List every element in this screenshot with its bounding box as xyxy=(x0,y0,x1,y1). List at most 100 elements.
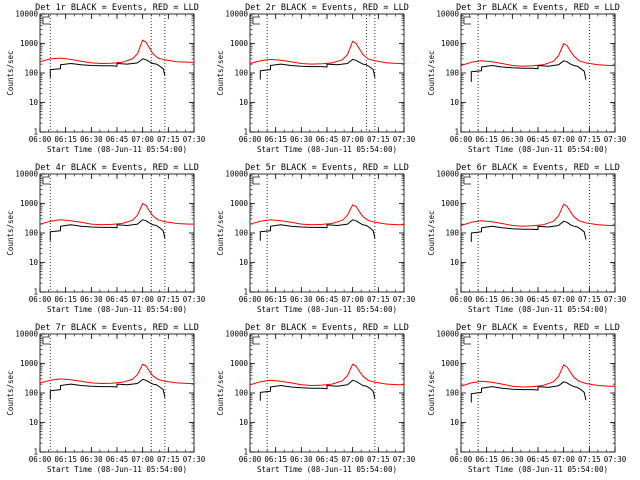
x-tick-label: 06:30 xyxy=(80,135,103,144)
y-tick-label: 100 xyxy=(234,229,248,238)
x-tick-label: 07:15 xyxy=(157,135,180,144)
chart-panel-4: Det 4r BLACK = Events, RED = LLD 1 10 100 10… xyxy=(6,163,206,314)
y-tick-label: 10000 xyxy=(436,170,459,179)
y-tick-label: 1 xyxy=(33,288,38,297)
x-tick-label: 07:30 xyxy=(183,135,206,144)
y-tick-label: 10 xyxy=(239,418,249,427)
x-tick-label: 06:45 xyxy=(316,135,339,144)
y-tick-label: 100 xyxy=(445,229,459,238)
chart-title: Det 2r BLACK = Events, RED = LLD xyxy=(245,3,409,13)
x-tick-label: 06:15 xyxy=(264,295,287,304)
x-tick-label: 07:00 xyxy=(131,135,154,144)
events-series-line xyxy=(49,219,166,241)
x-tick-label: 06:45 xyxy=(316,455,339,464)
x-tick-label: 06:30 xyxy=(80,455,103,464)
x-tick-label: 07:15 xyxy=(367,135,390,144)
x-tick-label: 07:00 xyxy=(341,295,364,304)
chart-title: Det 4r BLACK = Events, RED = LLD xyxy=(35,163,199,173)
y-axis-label: Counts/sec xyxy=(6,370,15,415)
chart-title: Det 6r BLACK = Events, RED = LLD xyxy=(456,163,620,173)
x-tick-label: 07:30 xyxy=(604,135,627,144)
y-tick-label: 1000 xyxy=(230,39,249,48)
chart-panel-9: Det 9r BLACK = Events, RED = LLD 1 10 100 10… xyxy=(427,323,627,474)
x-tick-label: 07:30 xyxy=(393,135,416,144)
y-tick-label: 10000 xyxy=(15,330,38,339)
x-tick-label: 06:45 xyxy=(527,295,550,304)
x-tick-label: 06:00 xyxy=(29,135,52,144)
x-tick-label: 06:15 xyxy=(54,455,77,464)
x-tick-label: 07:15 xyxy=(157,455,180,464)
x-tick-label: 06:30 xyxy=(501,295,524,304)
x-tick-label: 06:45 xyxy=(106,295,129,304)
x-tick-label: 07:30 xyxy=(183,455,206,464)
x-tick-label: 07:00 xyxy=(552,295,575,304)
chart-title: Det 1r BLACK = Events, RED = LLD xyxy=(35,3,199,13)
x-tick-label: 06:30 xyxy=(290,455,313,464)
plot-frame xyxy=(39,173,195,293)
y-tick-label: 100 xyxy=(24,69,38,78)
lld-series-line xyxy=(39,203,194,226)
x-tick-label: 07:30 xyxy=(393,295,416,304)
y-tick-label: 10000 xyxy=(225,170,248,179)
plot-frame xyxy=(249,333,405,453)
x-axis-label: Start Time (08-Jun-11 05:54:00) xyxy=(47,145,187,154)
x-tick-label: 07:00 xyxy=(341,455,364,464)
x-tick-label: 06:30 xyxy=(290,295,313,304)
lld-series-line xyxy=(249,40,404,65)
x-tick-label: 06:15 xyxy=(475,455,498,464)
x-axis-label: Start Time (08-Jun-11 05:54:00) xyxy=(257,145,397,154)
x-tick-label: 06:00 xyxy=(29,295,52,304)
x-tick-label: 06:15 xyxy=(54,135,77,144)
x-tick-label: 07:30 xyxy=(393,455,416,464)
x-tick-label: 06:00 xyxy=(239,135,262,144)
y-tick-label: 1000 xyxy=(230,359,249,368)
y-tick-label: 1 xyxy=(33,448,38,457)
y-tick-label: 1000 xyxy=(441,39,460,48)
y-tick-label: 100 xyxy=(234,389,248,398)
y-tick-label: 10 xyxy=(450,98,460,107)
y-tick-label: 100 xyxy=(445,69,459,78)
y-tick-label: 100 xyxy=(234,69,248,78)
plot-frame xyxy=(39,13,195,133)
events-series-line xyxy=(49,378,166,400)
y-axis-label: Counts/sec xyxy=(216,50,225,95)
y-tick-label: 1 xyxy=(243,128,248,137)
chart-title: Det 9r BLACK = Events, RED = LLD xyxy=(456,323,620,333)
x-tick-label: 06:00 xyxy=(29,455,52,464)
y-tick-label: 100 xyxy=(445,389,459,398)
x-tick-label: 06:00 xyxy=(450,295,473,304)
chart-panel-8: Det 8r BLACK = Events, RED = LLD 1 10 100 10… xyxy=(216,323,416,474)
y-tick-label: 10 xyxy=(239,98,249,107)
lld-series-line xyxy=(460,203,615,227)
x-tick-label: 07:15 xyxy=(367,295,390,304)
y-tick-label: 10000 xyxy=(436,330,459,339)
events-series-line xyxy=(259,219,376,241)
chart-panel-6: Det 6r BLACK = Events, RED = LLD 1 10 100 10… xyxy=(427,163,627,314)
y-tick-label: 1000 xyxy=(441,359,460,368)
events-series-line xyxy=(470,381,587,403)
x-tick-label: 07:30 xyxy=(604,455,627,464)
x-axis-label: Start Time (08-Jun-11 05:54:00) xyxy=(468,305,608,314)
x-tick-label: 06:15 xyxy=(264,135,287,144)
y-tick-label: 1 xyxy=(454,128,459,137)
y-axis-label: Counts/sec xyxy=(427,50,436,95)
events-series-line xyxy=(259,58,376,80)
plot-frame xyxy=(460,333,616,453)
events-series-line xyxy=(49,58,166,78)
chart-panel-1: Det 1r BLACK = Events, RED = LLD 1 10 100 10… xyxy=(6,3,206,154)
x-tick-label: 06:45 xyxy=(316,295,339,304)
x-axis-label: Start Time (08-Jun-11 05:54:00) xyxy=(257,465,397,474)
x-axis-label: Start Time (08-Jun-11 05:54:00) xyxy=(257,305,397,314)
chart-title: Det 5r BLACK = Events, RED = LLD xyxy=(245,163,409,173)
lld-series-line xyxy=(39,363,194,384)
x-tick-label: 06:00 xyxy=(239,455,262,464)
x-tick-label: 06:15 xyxy=(475,135,498,144)
plot-frame xyxy=(249,173,405,293)
x-tick-label: 07:00 xyxy=(552,455,575,464)
chart-panel-3: Det 3r BLACK = Events, RED = LLD 1 10 100 10… xyxy=(427,3,627,154)
x-axis-label: Start Time (08-Jun-11 05:54:00) xyxy=(468,465,608,474)
y-tick-label: 10 xyxy=(239,258,249,267)
chart-panel-2: Det 2r BLACK = Events, RED = LLD 1 10 100 10… xyxy=(216,3,416,154)
lld-series-line xyxy=(249,204,404,226)
x-tick-label: 06:15 xyxy=(264,455,287,464)
